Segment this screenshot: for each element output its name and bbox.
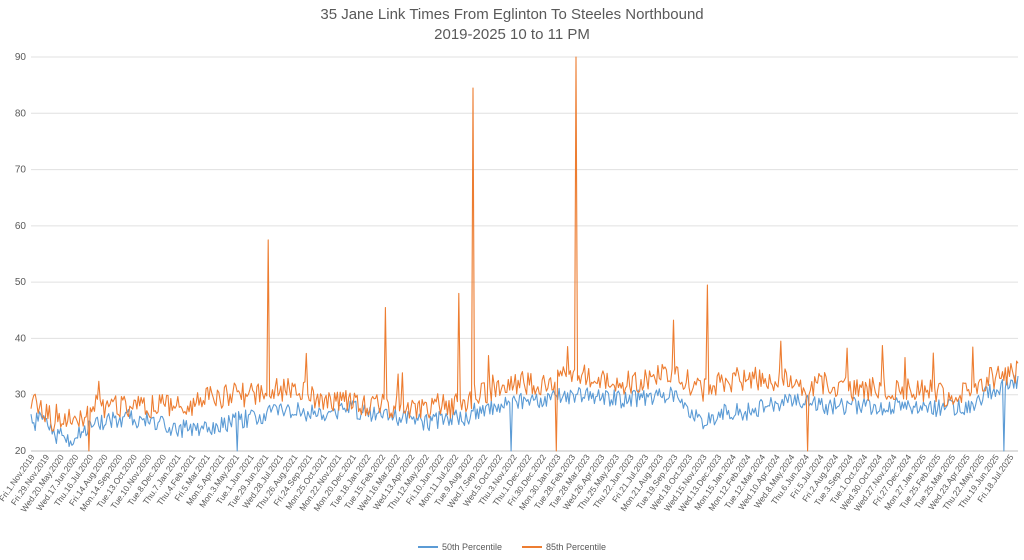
legend-swatch-85th <box>522 546 542 548</box>
legend-label-85th: 85th Percentile <box>546 542 607 552</box>
series-line-85th-percentile <box>30 56 1019 452</box>
legend-item-85th: 85th Percentile <box>522 542 606 552</box>
y-tick-label: 90 <box>15 52 27 63</box>
y-tick-label: 70 <box>15 165 27 176</box>
x-axis-ticks: Fri.1.Nov.2019Fri.29.Nov.2019Wed.20.May.… <box>0 452 1016 514</box>
legend-label-50th: 50th Percentile <box>441 542 502 552</box>
y-axis-ticks: 20 30 40 50 60 70 80 90 <box>15 52 27 457</box>
y-tick-label: 60 <box>15 221 27 232</box>
legend-swatch-50th <box>417 546 438 548</box>
chart-title: 35 Jane Link Times From Eglinton To Stee… <box>320 6 704 23</box>
y-tick-label: 50 <box>15 277 27 288</box>
gridlines <box>31 56 1018 452</box>
legend-item-50th: 50th Percentile <box>417 542 502 552</box>
y-tick-label: 40 <box>15 333 27 344</box>
y-tick-label: 20 <box>15 446 27 457</box>
legend: 50th Percentile 85th Percentile <box>0 542 1024 552</box>
chart-subtitle: 2019-2025 10 to 11 PM <box>434 26 590 43</box>
series-lines <box>30 56 1019 452</box>
y-tick-label: 30 <box>15 390 27 401</box>
y-tick-label: 80 <box>15 108 27 119</box>
